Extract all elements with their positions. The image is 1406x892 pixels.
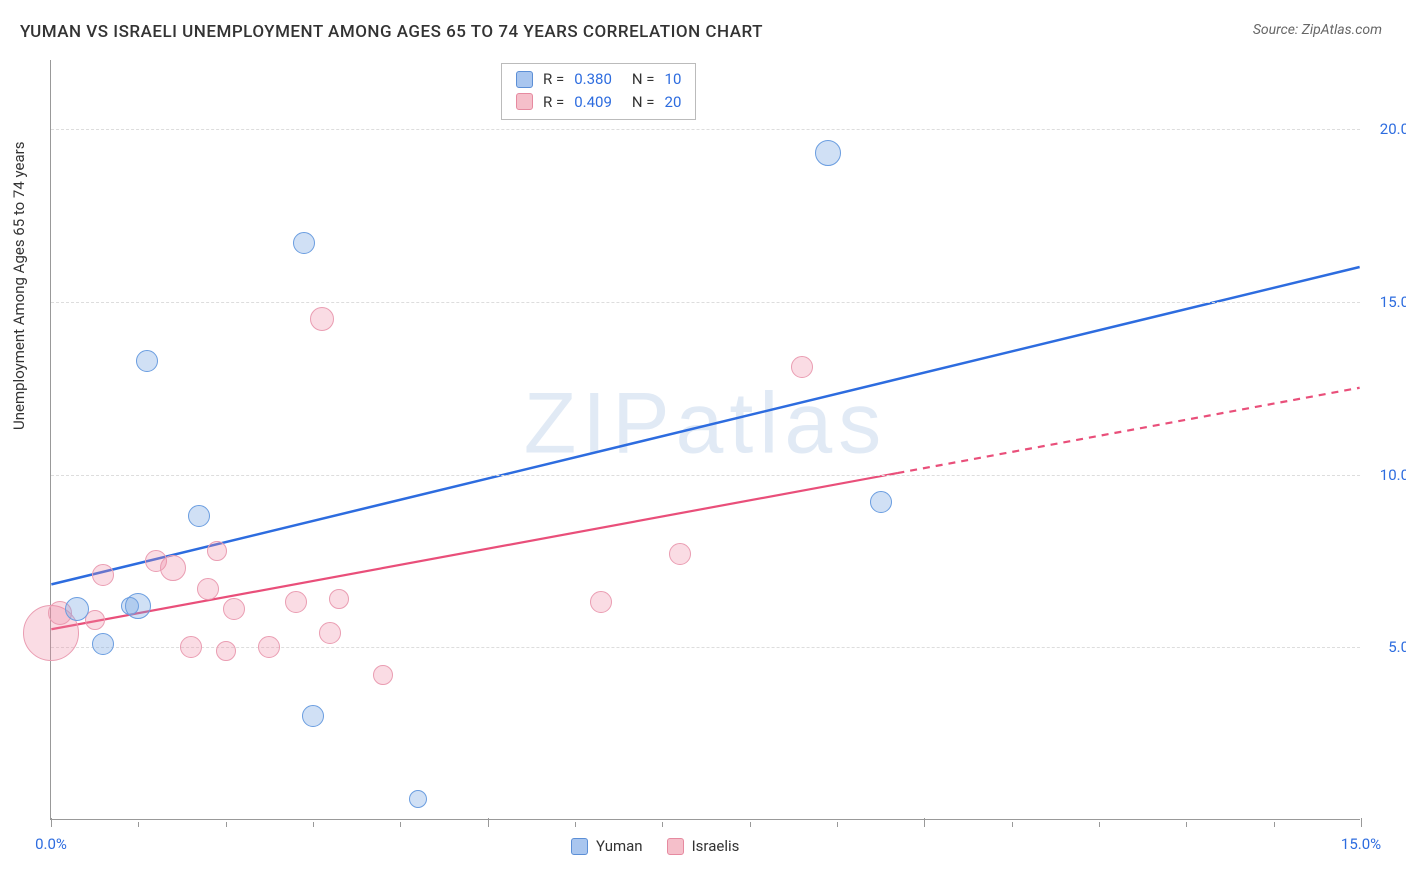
legend-stat-row: R = 0.409 N = 20 [516,91,681,114]
n-value: 20 [665,91,682,114]
chart-title: YUMAN VS ISRAELI UNEMPLOYMENT AMONG AGES… [20,22,763,42]
legend-stat-row: R = 0.380 N = 10 [516,68,681,91]
source-label: Source: ZipAtlas.com [1253,22,1382,38]
scatter-point [373,665,393,685]
scatter-point [310,307,334,331]
y-tick-label: 10.0% [1365,466,1406,484]
watermark-text: ZIPatlas [524,375,887,474]
y-tick-label: 20.0% [1365,120,1406,138]
legend-item: Israelis [667,837,740,855]
r-label: R = [543,68,564,91]
scatter-point [302,705,324,727]
x-tick [1361,818,1362,827]
legend-swatch-icon [516,93,533,110]
x-tick [400,822,401,827]
scatter-point [92,564,114,586]
trend-lines-svg [51,60,1360,819]
gridline [51,475,1360,476]
scatter-point [285,591,307,613]
legend-label: Yuman [596,837,643,855]
r-value: 0.380 [574,68,612,91]
scatter-point [207,541,227,561]
y-axis-label: Unemployment Among Ages 65 to 74 years [10,142,28,430]
legend-swatch-icon [571,838,588,855]
x-tick-label: 15.0% [1341,835,1381,853]
x-tick [750,822,751,827]
scatter-point [791,356,813,378]
scatter-point [160,555,186,581]
scatter-point [65,597,89,621]
x-tick [1274,822,1275,827]
trend-line [51,267,1359,584]
x-tick [837,822,838,827]
x-tick-label: 0.0% [35,835,67,853]
x-tick [1186,822,1187,827]
y-tick-label: 5.0% [1365,638,1406,656]
legend-stats-box: R = 0.380 N = 10 R = 0.409 N = 20 [501,63,696,120]
gridline [51,647,1360,648]
trend-line [51,473,897,629]
scatter-point [669,543,691,565]
scatter-point [409,790,427,808]
x-tick [1012,822,1013,827]
scatter-point [216,641,236,661]
x-tick [575,822,576,827]
legend-swatch-icon [667,838,684,855]
r-value: 0.409 [574,91,612,114]
scatter-point [293,232,315,254]
scatter-point [870,491,892,513]
gridline [51,129,1360,130]
legend-swatch-icon [516,71,533,88]
scatter-point [258,636,280,658]
y-tick-label: 15.0% [1365,293,1406,311]
x-tick [662,822,663,827]
x-tick [313,822,314,827]
scatter-point [180,636,202,658]
x-tick [51,818,52,827]
x-tick [924,818,925,827]
x-tick [1099,822,1100,827]
x-tick [226,822,227,827]
scatter-point [223,598,245,620]
trend-line [897,388,1359,473]
legend-series: Yuman Israelis [571,837,739,855]
scatter-point [319,622,341,644]
plot-area: ZIPatlas R =0.380N =10R =0.409N =20 Yuma… [50,60,1360,820]
scatter-point [188,505,210,527]
n-label: N = [632,68,655,91]
scatter-point [136,350,158,372]
r-label: R = [543,91,564,114]
n-label: N = [632,91,655,114]
gridline [51,302,1360,303]
scatter-point [815,140,841,166]
legend-label: Israelis [692,837,740,855]
legend-item: Yuman [571,837,643,855]
x-tick [488,818,489,827]
scatter-point [92,633,114,655]
scatter-point [329,589,349,609]
scatter-point [125,593,151,619]
n-value: 10 [665,68,682,91]
scatter-point [590,591,612,613]
scatter-point [197,578,219,600]
x-tick [138,822,139,827]
